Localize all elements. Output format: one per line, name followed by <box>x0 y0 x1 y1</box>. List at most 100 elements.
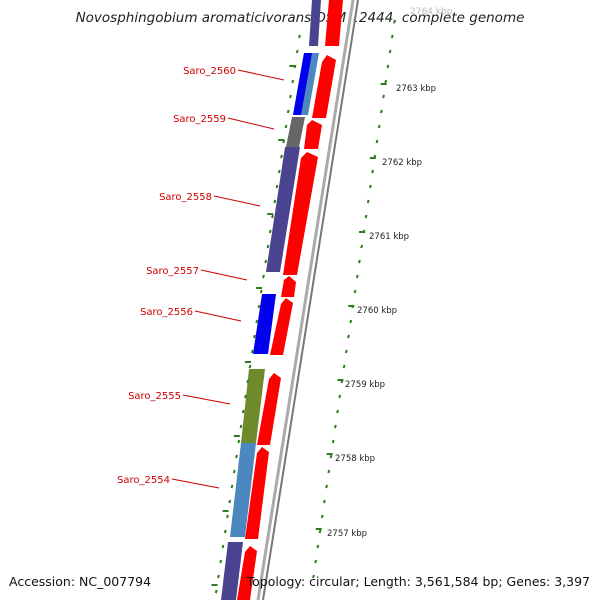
ruler-minor-tick <box>390 34 394 39</box>
label-connector <box>213 195 261 207</box>
track-minor-tick <box>250 349 254 354</box>
ruler-label-cut: 2764 kbp <box>410 7 453 17</box>
ruler-minor-tick <box>368 184 372 189</box>
ruler-minor-tick <box>366 199 370 204</box>
cds-block-navy-2558 <box>266 147 300 272</box>
cds-arrow-red-bottom <box>237 546 257 600</box>
ruler-minor-tick <box>344 349 348 354</box>
track-minor-tick <box>266 244 270 249</box>
label-connector-group <box>171 69 285 489</box>
ruler-minor-tick <box>384 79 388 84</box>
label-connector <box>171 478 220 489</box>
ruler-minor-tick <box>314 559 318 564</box>
track-minor-tick <box>248 364 252 369</box>
ruler-minor-tick <box>342 364 346 369</box>
topology-text: Topology: circular; Length: 3,561,584 bp… <box>246 574 590 589</box>
ruler-label: 2757 kbp <box>327 529 367 539</box>
ruler-label: 2758 kbp <box>335 454 375 464</box>
label-connector <box>194 310 242 322</box>
ruler-minor-tick <box>318 529 322 534</box>
track-minor-tick <box>217 574 220 579</box>
gene-label-saro-2558[interactable]: Saro_2558 <box>159 192 212 203</box>
ruler-minor-tick <box>371 169 375 174</box>
ruler-minor-tick <box>336 409 340 414</box>
track-minor-tick <box>235 454 238 459</box>
cds-arrow-red-2557 <box>281 276 296 297</box>
track-minor-tick <box>226 514 229 519</box>
gene-label-saro-2557[interactable]: Saro_2557 <box>146 266 199 277</box>
track-minor-tick <box>223 529 227 534</box>
ruler-minor-tick <box>379 109 383 114</box>
ruler-minor-tick <box>364 214 368 219</box>
track-minor-tick <box>230 484 234 489</box>
label-connector <box>227 117 275 130</box>
track-minor-tick <box>232 469 236 474</box>
track-minor-tick <box>286 109 290 114</box>
ruler-label: 2761 kbp <box>369 232 409 242</box>
gene-label-saro-2559[interactable]: Saro_2559 <box>173 114 226 125</box>
ruler-minor-tick <box>316 544 320 549</box>
track-minor-tick <box>221 544 225 549</box>
ruler-minor-tick <box>338 394 342 399</box>
track-minor-tick <box>259 289 263 294</box>
track-minor-tick <box>298 34 301 39</box>
cds-arrow-red-2558 <box>283 152 318 275</box>
cds-block-blue-2556 <box>253 294 276 354</box>
ruler-minor-tick <box>388 49 392 54</box>
accession-text: Accession: NC_007794 <box>9 574 152 589</box>
ruler-label: 2762 kbp <box>382 158 422 168</box>
backbone-gap <box>259 0 358 600</box>
track-minor-tick <box>219 559 223 564</box>
ruler-minor-tick <box>386 64 390 69</box>
track-minor-tick <box>237 439 241 444</box>
track-minor-tick <box>239 424 243 429</box>
track-minor-tick <box>289 94 292 99</box>
genome-title: Novosphingobium aromaticivorans DSM 1244… <box>75 10 525 26</box>
tick-group <box>211 19 396 594</box>
ruler-minor-tick <box>355 274 359 279</box>
ruler-minor-tick <box>333 424 337 429</box>
ruler-minor-tick <box>377 124 381 129</box>
track-minor-tick <box>264 259 268 264</box>
track-minor-tick <box>255 319 259 324</box>
cds-arrow-red-2556 <box>270 298 293 355</box>
ruler-minor-tick <box>327 469 331 474</box>
ruler-minor-tick <box>349 319 353 324</box>
ruler-minor-tick <box>312 574 315 579</box>
cds-block-navy-bottom <box>221 542 243 600</box>
gene-label-saro-2555[interactable]: Saro_2555 <box>128 391 181 402</box>
ruler-minor-tick <box>353 289 357 294</box>
cds-arrow-red-2559 <box>304 120 322 149</box>
track-minor-tick <box>241 409 245 414</box>
label-connector <box>182 394 231 405</box>
track-minor-tick <box>275 184 279 189</box>
ruler-minor-tick <box>360 244 364 249</box>
ruler-label: 2759 kbp <box>345 380 385 390</box>
cds-block-steel-2554 <box>230 443 256 537</box>
ruler-minor-tick <box>393 19 396 24</box>
ruler-minor-tick <box>320 514 324 519</box>
track-minor-tick <box>277 169 281 174</box>
track-minor-tick <box>228 499 232 504</box>
track-minor-tick <box>271 214 274 219</box>
track-minor-tick <box>295 49 299 54</box>
gene-label-saro-2560[interactable]: Saro_2560 <box>183 66 236 77</box>
ruler-label: 2760 kbp <box>357 306 397 316</box>
cds-block-olive-2555 <box>241 369 265 443</box>
track-minor-tick <box>262 274 265 279</box>
ruler-minor-tick <box>347 334 350 339</box>
ruler-minor-tick <box>358 259 361 264</box>
track-minor-tick <box>253 334 256 339</box>
track-minor-tick <box>244 394 247 399</box>
track-minor-tick <box>291 79 295 84</box>
track-minor-tick <box>214 589 218 594</box>
backbone-line-inner <box>256 0 355 600</box>
ruler-minor-tick <box>329 454 333 459</box>
gene-label-saro-2554[interactable]: Saro_2554 <box>117 475 170 486</box>
cds-block-blue-2560 <box>293 53 312 115</box>
track-minor-tick <box>246 379 250 384</box>
cds-arrow-red-2555 <box>257 373 281 445</box>
gene-label-saro-2556[interactable]: Saro_2556 <box>140 307 193 318</box>
